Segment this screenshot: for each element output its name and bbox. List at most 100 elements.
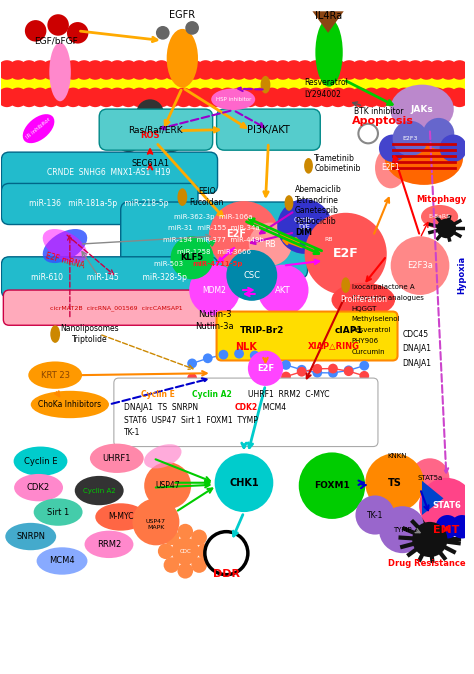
Circle shape [391,237,449,295]
Ellipse shape [375,147,406,188]
Circle shape [273,60,292,80]
Text: CDC45: CDC45 [402,330,428,338]
Text: IL4Ra: IL4Ra [316,11,343,21]
Circle shape [196,88,215,107]
Circle shape [141,60,160,80]
Ellipse shape [36,547,88,575]
Ellipse shape [211,88,255,110]
Text: Ixocarpalactone A: Ixocarpalactone A [352,284,414,290]
Text: SEC61A1: SEC61A1 [131,159,169,168]
Text: Nutlin-3a: Nutlin-3a [195,321,234,331]
Circle shape [219,350,228,360]
Ellipse shape [50,326,60,343]
Circle shape [379,506,426,553]
Circle shape [306,60,326,80]
Ellipse shape [331,282,395,317]
Circle shape [359,361,369,371]
Circle shape [379,135,406,162]
Text: TS: TS [388,478,401,488]
Circle shape [258,265,309,315]
Circle shape [394,60,414,80]
Text: BTK inhibitor: BTK inhibitor [354,106,403,115]
Text: USP47
MAPK: USP47 MAPK [146,520,166,530]
Text: Curcumin analogues: Curcumin analogues [352,295,423,301]
Text: Tetrandrine: Tetrandrine [295,195,339,205]
Circle shape [328,364,338,373]
Circle shape [129,60,149,80]
Circle shape [339,88,359,107]
Text: miR-31  miR-155  miR-34a: miR-31 miR-155 miR-34a [168,225,259,231]
Text: RB: RB [264,239,276,249]
Circle shape [177,524,193,539]
Circle shape [227,250,277,301]
Circle shape [30,60,50,80]
Circle shape [163,60,182,80]
Circle shape [187,359,197,368]
Text: Ganetespib: Ganetespib [295,206,339,215]
Text: CRNDE  SNHG6  MNX1-AS1  H19: CRNDE SNHG6 MNX1-AS1 H19 [47,168,171,177]
Text: miR-4711-5p: miR-4711-5p [192,261,243,267]
Circle shape [412,522,447,557]
Text: E2F3: E2F3 [402,136,418,141]
Circle shape [215,454,273,512]
FancyBboxPatch shape [99,109,213,150]
Circle shape [356,495,394,534]
Text: CDC: CDC [179,549,191,554]
Circle shape [262,88,282,107]
Text: DNAJA1: DNAJA1 [402,359,431,368]
Circle shape [277,199,332,254]
Ellipse shape [304,158,313,174]
Circle shape [234,383,244,393]
Text: TRIP-Br2: TRIP-Br2 [240,326,285,335]
Text: Curcumin: Curcumin [352,348,385,355]
Circle shape [299,452,365,519]
Circle shape [328,368,338,378]
Circle shape [64,88,83,107]
Circle shape [164,557,179,573]
Circle shape [137,99,164,127]
Ellipse shape [75,476,124,506]
Circle shape [249,222,292,266]
Circle shape [419,478,474,532]
Circle shape [229,88,248,107]
Text: Apoptosis: Apoptosis [352,116,414,126]
Circle shape [423,118,454,149]
Circle shape [196,60,215,80]
Text: E2F1: E2F1 [382,163,400,173]
Circle shape [172,537,199,565]
Text: PI3K/AKT: PI3K/AKT [247,125,290,135]
Circle shape [185,60,204,80]
Circle shape [118,88,138,107]
Circle shape [52,60,72,80]
Circle shape [85,88,105,107]
Circle shape [203,353,213,363]
Circle shape [141,88,160,107]
Ellipse shape [315,18,343,86]
Circle shape [171,237,214,279]
Circle shape [295,88,315,107]
Text: PHY906: PHY906 [352,338,379,344]
Circle shape [317,60,337,80]
Text: ChoKa Inhibitors: ChoKa Inhibitors [38,400,101,409]
Circle shape [218,88,237,107]
Circle shape [8,60,27,80]
FancyBboxPatch shape [217,109,320,150]
Circle shape [41,88,61,107]
Ellipse shape [23,114,55,143]
Ellipse shape [156,26,170,40]
Ellipse shape [5,523,56,550]
Text: miR-194  miR-377  miR-449b: miR-194 miR-377 miR-449b [163,237,264,243]
Circle shape [363,129,373,138]
Text: Trametinib: Trametinib [314,154,355,162]
Circle shape [311,222,346,257]
Circle shape [0,60,17,80]
Text: STAT6: STAT6 [432,501,461,510]
Circle shape [203,378,213,388]
Bar [1,62,465,105]
Text: E2F: E2F [333,247,358,260]
Text: EGFR: EGFR [169,10,195,20]
Circle shape [129,88,149,107]
Text: Nutlin-3: Nutlin-3 [198,310,231,319]
Ellipse shape [28,361,82,389]
Circle shape [115,125,142,152]
